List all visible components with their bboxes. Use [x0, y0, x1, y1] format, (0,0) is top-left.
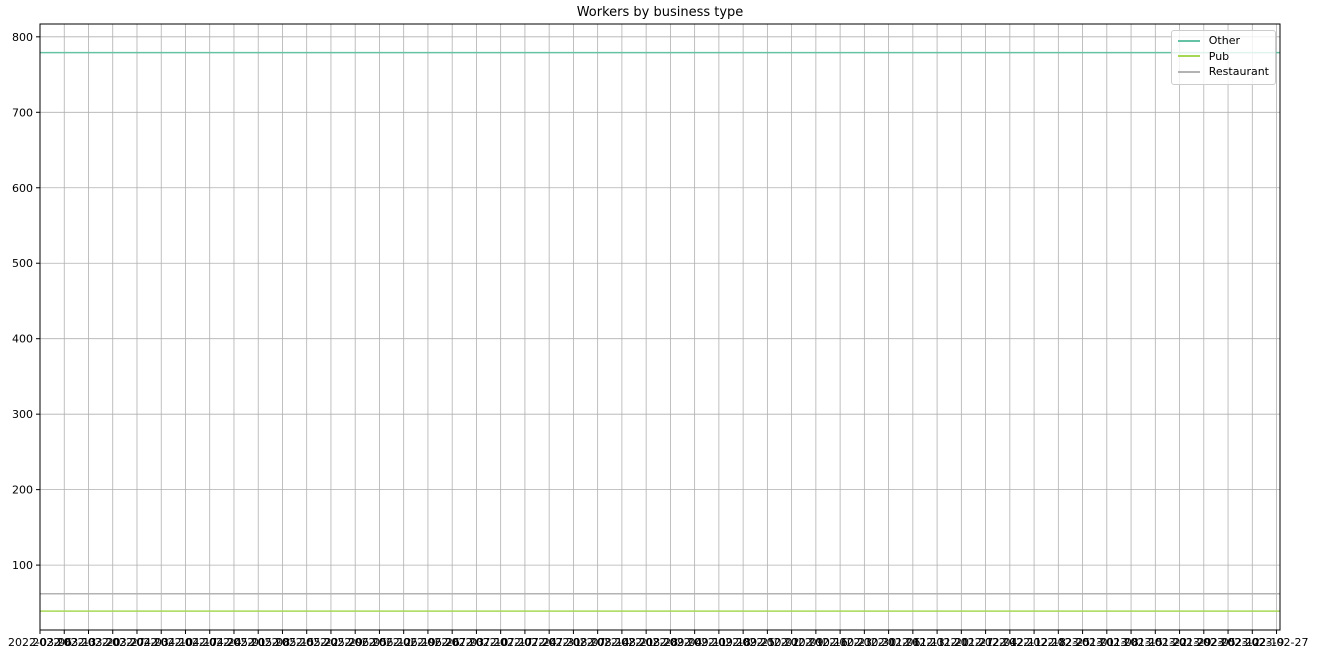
legend: Other Pub Restaurant [1170, 30, 1276, 85]
x-axis-ticks: 2022-03-062022-03-132022-03-202022-03-27… [8, 630, 1309, 649]
legend-swatch [1177, 39, 1200, 42]
x-tick-label: 2022-08-14 [566, 636, 630, 649]
x-tick-label: 2022-05-01 [202, 636, 266, 649]
y-tick-label: 600 [12, 182, 33, 195]
x-tick-label: 2022-11-06 [857, 636, 921, 649]
plot-frame [39, 23, 1281, 631]
x-tick-label: 2022-10-09 [760, 636, 824, 649]
x-tick-label: 2022-10-16 [784, 636, 848, 649]
x-tick-label: 2022-07-17 [469, 636, 533, 649]
legend-swatch [1177, 70, 1200, 73]
x-tick-label: 2022-03-13 [32, 636, 96, 649]
legend-label: Restaurant [1208, 65, 1269, 79]
x-tick-label: 2022-07-24 [493, 636, 557, 649]
x-tick-label: 2022-05-22 [275, 636, 339, 649]
x-tick-label: 2022-03-06 [8, 636, 72, 649]
x-tick-label: 2022-08-28 [614, 636, 678, 649]
x-tick-label: 2023-02-05 [1172, 636, 1236, 649]
chart-title: Workers by business type [576, 5, 744, 20]
legend-item-pub: Pub [1177, 49, 1269, 65]
x-tick-label: 2022-09-25 [711, 636, 775, 649]
legend-label: Pub [1208, 49, 1230, 63]
x-tick-label: 2022-06-26 [396, 636, 460, 649]
x-tick-label: 2022-12-25 [1026, 636, 1090, 649]
x-tick-label: 2022-10-30 [832, 636, 896, 649]
x-tick-label: 2022-04-24 [178, 636, 242, 649]
x-tick-label: 2023-02-27 [1245, 636, 1309, 649]
legend-label: Other [1208, 34, 1240, 48]
x-tick-label: 2022-12-11 [978, 636, 1042, 649]
x-tick-label: 2022-09-18 [687, 636, 751, 649]
x-tick-label: 2022-05-08 [226, 636, 290, 649]
x-tick-label: 2022-06-05 [323, 636, 387, 649]
y-tick-label: 100 [12, 559, 33, 572]
x-tick-label: 2022-10-23 [808, 636, 872, 649]
y-tick-label: 200 [12, 484, 33, 497]
x-gridlines [39, 24, 1277, 630]
x-tick-label: 2022-08-21 [590, 636, 654, 649]
x-tick-label: 2022-09-11 [663, 636, 727, 649]
x-tick-label: 2022-06-19 [372, 636, 436, 649]
x-tick-label: 2022-12-04 [954, 636, 1018, 649]
x-tick-label: 2022-05-15 [250, 636, 314, 649]
x-tick-label: 2022-05-29 [299, 636, 363, 649]
y-gridlines [40, 36, 1280, 566]
x-tick-label: 2022-08-07 [541, 636, 605, 649]
x-tick-label: 2022-07-31 [517, 636, 581, 649]
legend-item-other: Other [1177, 33, 1269, 49]
x-tick-label: 2023-01-01 [1051, 636, 1115, 649]
x-tick-label: 2023-02-12 [1196, 636, 1260, 649]
legend-item-restaurant: Restaurant [1177, 64, 1269, 80]
x-tick-label: 2022-04-03 [105, 636, 169, 649]
y-tick-label: 300 [12, 408, 33, 421]
x-tick-label: 2022-03-20 [57, 636, 121, 649]
x-tick-label: 2023-01-29 [1148, 636, 1212, 649]
x-tick-label: 2022-03-27 [81, 636, 145, 649]
x-tick-label: 2023-02-19 [1220, 636, 1284, 649]
x-tick-label: 2022-04-17 [154, 636, 218, 649]
x-tick-label: 2022-07-03 [420, 636, 484, 649]
x-tick-label: 2022-07-10 [444, 636, 508, 649]
y-tick-label: 700 [12, 106, 33, 119]
x-tick-label: 2022-04-10 [129, 636, 193, 649]
x-tick-label: 2022-11-20 [905, 636, 969, 649]
x-tick-label: 2022-11-13 [881, 636, 945, 649]
y-tick-label: 800 [12, 31, 33, 44]
y-tick-label: 400 [12, 333, 33, 346]
x-tick-label: 2022-12-18 [1002, 636, 1066, 649]
x-tick-label: 2023-01-22 [1123, 636, 1187, 649]
x-tick-label: 2022-06-12 [347, 636, 411, 649]
y-axis-ticks: 100 200 300 400 500 600 700 800 [12, 31, 40, 572]
series-lines [40, 51, 1280, 612]
y-tick-label: 500 [12, 257, 33, 270]
x-tick-label: 2022-09-04 [638, 636, 702, 649]
x-tick-label: 2023-01-15 [1099, 636, 1163, 649]
x-tick-label: 2023-01-08 [1075, 636, 1139, 649]
legend-swatch [1177, 55, 1200, 58]
x-tick-label: 2022-11-27 [929, 636, 993, 649]
x-tick-label: 2022-10-02 [735, 636, 799, 649]
